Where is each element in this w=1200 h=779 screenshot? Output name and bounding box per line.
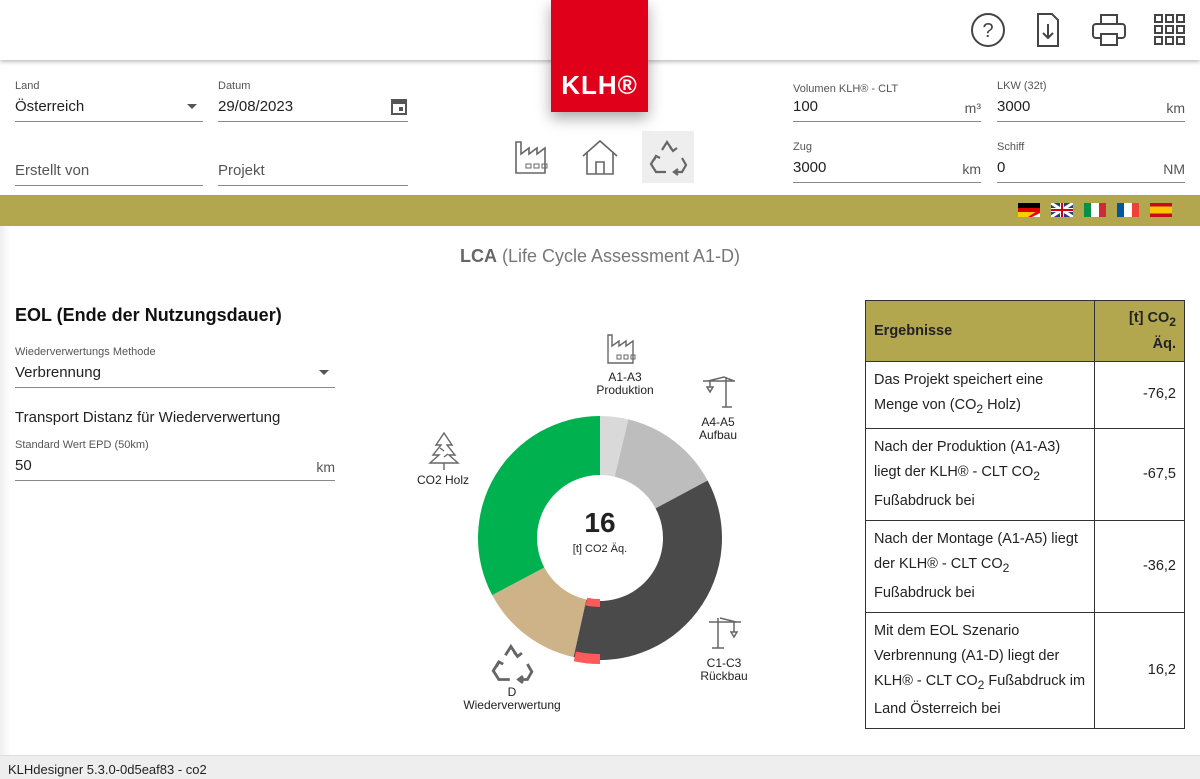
tree-icon xyxy=(428,431,460,470)
flag-it-icon[interactable] xyxy=(1084,203,1106,217)
phase-production-button[interactable] xyxy=(507,131,559,183)
donut-segment-c1-c3 xyxy=(573,480,722,660)
row-text: Das Projekt speichert eine Menge von (CO… xyxy=(865,360,1095,429)
donut-segment-a1-a3 xyxy=(600,416,629,477)
table-row: Mit dem EOL Szenario Verbrennung (A1-D) … xyxy=(865,611,1185,730)
language-bar xyxy=(0,195,1200,226)
datum-value: 29/08/2023 xyxy=(218,98,294,115)
flag-en-icon[interactable] xyxy=(1051,203,1073,217)
page-title: LCA (Life Cycle Assessment A1-D) xyxy=(459,246,741,266)
table-row: Nach der Montage (A1-A5) liegt der KLH® … xyxy=(865,519,1185,613)
row-value: -76,2 xyxy=(1094,360,1185,429)
crane-icon xyxy=(709,617,741,649)
help-icon[interactable]: ? xyxy=(970,12,1006,48)
results-header-row: Ergebnisse [t] CO2 Äq. xyxy=(865,300,1185,362)
row-text: Nach der Montage (A1-A5) liegt der KLH® … xyxy=(865,519,1095,613)
row-value: -36,2 xyxy=(1094,519,1185,613)
donut-net-marker-inner xyxy=(585,597,600,607)
donut-hole xyxy=(539,477,661,599)
donut-segment-a4-a5 xyxy=(614,419,708,509)
land-select[interactable]: Land Österreich xyxy=(15,80,203,122)
volumen-input[interactable]: Volumen KLH® - CLT 100 m³ xyxy=(793,80,981,122)
factory-icon xyxy=(607,334,636,364)
land-label: Land xyxy=(15,80,40,92)
lkw-unit: km xyxy=(1166,100,1185,116)
table-row: Nach der Produktion (A1-A3) liegt der KL… xyxy=(865,427,1185,521)
schiff-unit: NM xyxy=(1163,161,1185,177)
volumen-value: 100 xyxy=(793,98,819,115)
label-d: D Wiederverwertung xyxy=(463,685,561,712)
row-value: -67,5 xyxy=(1094,427,1185,521)
distance-unit: km xyxy=(316,459,335,475)
projekt-input[interactable]: Projekt xyxy=(218,145,408,186)
label-c1c3: C1-C3 Rückbau xyxy=(700,656,748,683)
row-value: 16,2 xyxy=(1094,611,1185,730)
download-file-icon[interactable] xyxy=(1030,12,1066,48)
zug-label: Zug xyxy=(793,141,812,153)
flag-fr-icon[interactable] xyxy=(1117,203,1139,217)
zug-input[interactable]: Zug 3000 km xyxy=(793,141,981,183)
results-header: Ergebnisse xyxy=(865,300,1095,362)
print-icon[interactable] xyxy=(1091,12,1127,48)
schiff-value: 0 xyxy=(997,159,1006,176)
donut-segment-d xyxy=(492,567,587,658)
svg-text:?: ? xyxy=(982,20,993,42)
phase-building-button[interactable] xyxy=(574,131,626,183)
flag-es-icon[interactable] xyxy=(1150,203,1172,217)
unit-header: [t] CO2 Äq. xyxy=(1094,300,1185,362)
klh-logo: KLH® xyxy=(551,0,648,112)
apps-grid-icon[interactable] xyxy=(1152,12,1188,48)
lkw-value: 3000 xyxy=(997,98,1031,115)
crane-icon xyxy=(703,376,735,408)
row-text: Mit dem EOL Szenario Verbrennung (A1-D) … xyxy=(865,611,1095,730)
house-icon xyxy=(582,139,618,175)
results-table: Ergebnisse [t] CO2 Äq. Das Projekt speic… xyxy=(865,300,1185,730)
chevron-down-icon xyxy=(319,370,329,375)
transport-distance-input[interactable]: Standard Wert EPD (50km) 50 km xyxy=(15,438,335,481)
left-edge-shadow xyxy=(0,226,10,755)
method-value: Verbrennung xyxy=(15,364,101,381)
label-co2-holz: CO2 Holz xyxy=(416,473,469,487)
erstellt-von-placeholder: Erstellt von xyxy=(15,162,90,179)
chevron-down-icon xyxy=(187,104,197,109)
erstellt-von-input[interactable]: Erstellt von xyxy=(15,145,203,186)
eol-heading: EOL (Ende der Nutzungsdauer) xyxy=(15,305,282,325)
lkw-input[interactable]: LKW (32t) 3000 km xyxy=(997,80,1185,122)
datum-label: Datum xyxy=(218,80,251,92)
zug-value: 3000 xyxy=(793,159,827,176)
volumen-unit: m³ xyxy=(964,100,981,116)
recycle-icon xyxy=(649,139,688,176)
donut-net-marker-outer xyxy=(573,651,600,664)
volumen-label: Volumen KLH® - CLT xyxy=(793,83,899,95)
calendar-icon[interactable] xyxy=(390,97,408,115)
land-value: Österreich xyxy=(15,98,85,115)
transport-heading: Transport Distanz für Wiederverwertung xyxy=(15,409,281,426)
recycle-icon xyxy=(491,643,534,684)
row-text: Nach der Produktion (A1-A3) liegt der KL… xyxy=(865,427,1095,521)
factory-icon xyxy=(515,141,548,174)
schiff-label: Schiff xyxy=(997,141,1025,153)
status-bar: KLHdesigner 5.3.0-0d5eaf83 - co2 xyxy=(0,755,1200,779)
flag-de-at-icon[interactable] xyxy=(1018,203,1040,217)
lkw-label: LKW (32t) xyxy=(997,80,1047,92)
schiff-input[interactable]: Schiff 0 NM xyxy=(997,141,1185,183)
distance-value: 50 xyxy=(15,457,32,474)
zug-unit: km xyxy=(962,161,981,177)
datum-field[interactable]: Datum 29/08/2023 xyxy=(218,80,408,122)
recycling-method-select[interactable]: Wiederverwertungs Methode Verbrennung xyxy=(15,345,335,388)
table-row: Das Projekt speichert eine Menge von (CO… xyxy=(865,360,1185,429)
donut-segment-co2-holz xyxy=(478,415,600,596)
label-a1a3: A1-A3 Produktion xyxy=(596,370,654,397)
distance-label: Standard Wert EPD (50km) xyxy=(15,439,149,451)
center-unit: [t] CO2 Äq. xyxy=(572,543,628,555)
projekt-placeholder: Projekt xyxy=(218,162,265,179)
phase-eol-button[interactable] xyxy=(642,131,694,183)
label-a4a5: A4-A5 Aufbau xyxy=(698,415,738,442)
method-label: Wiederverwertungs Methode xyxy=(15,346,156,358)
center-value: 16 xyxy=(584,507,616,538)
